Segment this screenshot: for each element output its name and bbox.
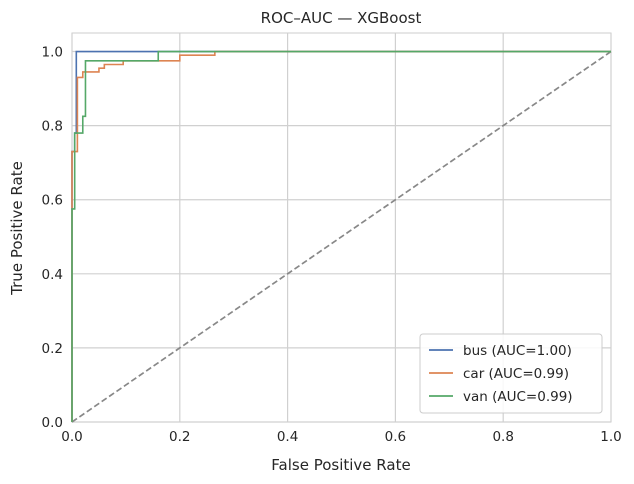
x-tick-labels: 0.0 0.2 0.4 0.6 0.8 1.0 [61,429,621,445]
x-tick-label: 0.6 [385,429,406,445]
roc-curve-car [71,50,611,422]
reference-line [71,50,612,423]
reference-diagonal [71,50,612,423]
y-tick-label: 1.0 [42,45,63,61]
y-tick-label: 0.6 [42,193,63,209]
x-tick-label: 1.0 [600,429,621,445]
legend-label-car: car (AUC=0.99) [463,366,569,382]
legend-label-van: van (AUC=0.99) [463,389,573,405]
y-tick-label: 0.8 [42,119,63,135]
x-tick-label: 0.4 [277,429,298,445]
x-tick-label: 0.0 [61,429,82,445]
roc-curve-van [71,50,611,422]
chart-title: ROC–AUC — XGBoost [261,9,422,27]
legend: bus (AUC=1.00) car (AUC=0.99) van (AUC=0.9… [419,333,603,414]
y-tick-labels: 0.0 0.2 0.4 0.6 0.8 1.0 [42,45,63,431]
x-tick-label: 0.8 [492,429,513,445]
grid-lines [71,33,612,423]
y-tick-label: 0.4 [42,267,63,283]
y-tick-label: 0.2 [42,341,63,357]
legend-label-bus: bus (AUC=1.00) [463,343,572,359]
x-axis-label: False Positive Rate [271,456,410,474]
legend-box [419,333,603,414]
y-axis-label: True Positive Rate [8,161,26,296]
x-tick-label: 0.2 [169,429,190,445]
y-tick-label: 0.0 [42,415,63,431]
roc-curves [71,50,611,422]
